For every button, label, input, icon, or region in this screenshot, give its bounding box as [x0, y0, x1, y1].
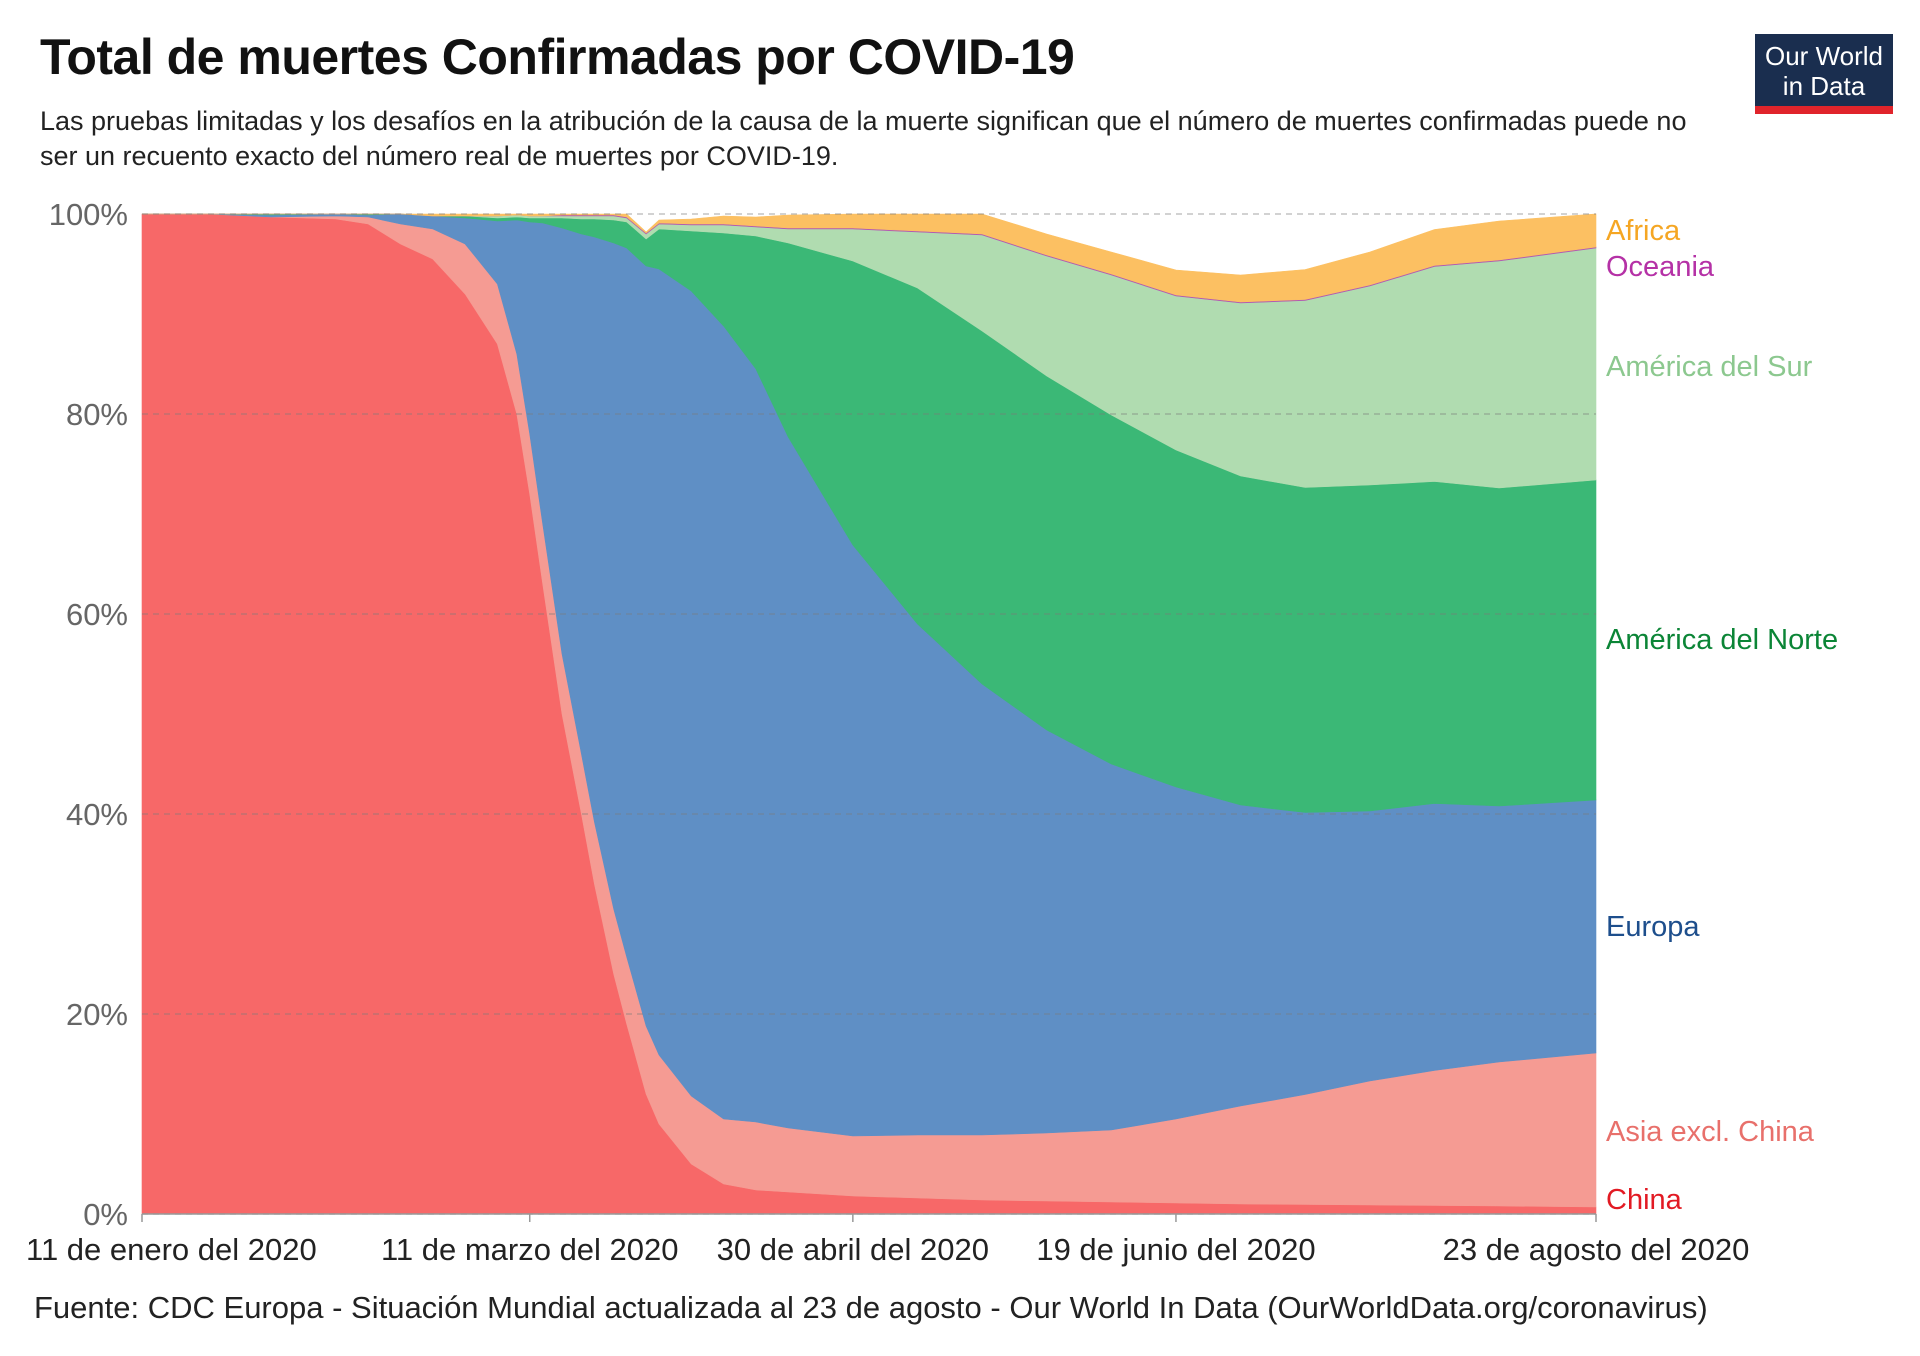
x-tick-label: 30 de abril del 2020	[717, 1232, 989, 1267]
y-tick-label: 100%	[49, 197, 128, 232]
x-tick-label: 11 de marzo del 2020	[381, 1232, 679, 1267]
legend: Africa Oceania América del Sur América del …	[1606, 215, 1838, 1216]
y-axis: 0% 20% 40% 60% 80% 100%	[49, 197, 128, 1232]
legend-label-africa[interactable]: Africa	[1606, 215, 1681, 247]
y-tick-label: 80%	[66, 397, 128, 432]
legend-label-europa[interactable]: Europa	[1606, 911, 1700, 943]
owid-logo[interactable]: Our World in Data	[1755, 34, 1893, 114]
x-tick-label: 11 de enero del 2020	[26, 1232, 317, 1267]
y-tick-label: 40%	[66, 797, 128, 832]
legend-label-china[interactable]: China	[1606, 1184, 1683, 1216]
legend-label-am-rica-del-norte[interactable]: América del Norte	[1606, 624, 1838, 656]
chart-title: Total de muertes Confirmadas por COVID-1…	[40, 29, 1075, 85]
legend-label-asia-excl-china[interactable]: Asia excl. China	[1606, 1116, 1815, 1148]
source-note: Fuente: CDC Europa - Situación Mundial a…	[34, 1290, 1708, 1325]
legend-label-oceania[interactable]: Oceania	[1606, 251, 1715, 283]
logo-line-2: in Data	[1782, 71, 1866, 101]
x-axis: 11 de enero del 2020 11 de marzo del 2020…	[26, 1213, 1750, 1267]
chart-subtitle: Las pruebas limitadas y los desafíos en …	[40, 106, 1687, 171]
x-tick-label: 23 de agosto del 2020	[1443, 1232, 1750, 1267]
area-africa[interactable]	[142, 213, 1597, 303]
area-layer	[141, 213, 1597, 1215]
x-tick-label: 19 de junio del 2020	[1036, 1232, 1315, 1267]
y-tick-label: 60%	[66, 597, 128, 632]
logo-line-1: Our World	[1765, 41, 1883, 71]
y-tick-label: 20%	[66, 997, 128, 1032]
legend-label-am-rica-del-sur[interactable]: América del Sur	[1606, 351, 1813, 383]
y-tick-label: 0%	[83, 1197, 128, 1232]
